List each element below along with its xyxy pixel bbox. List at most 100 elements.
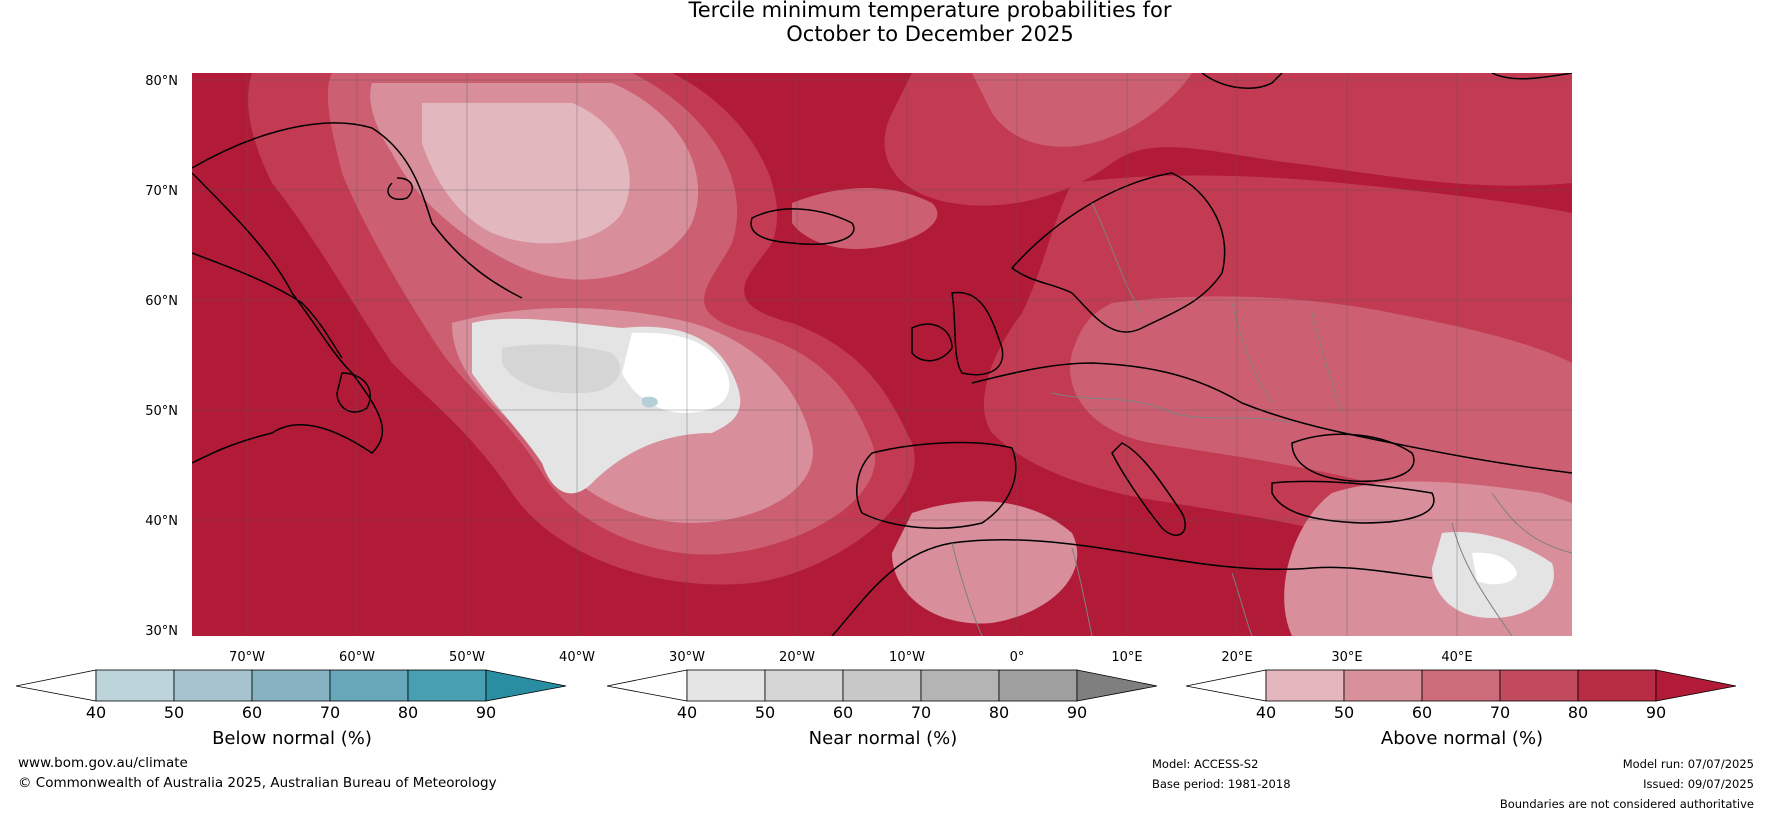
colorbar-above-bin-50 (1343, 669, 1423, 702)
region-above-70-norwegian-sea (972, 73, 1192, 147)
turkey-coast (1271, 480, 1435, 524)
canada-coast (192, 172, 384, 464)
colorbar-near-bin-80 (998, 669, 1078, 702)
lon-label-50w: 50°W (449, 650, 485, 665)
lon-label-30e: 30°E (1331, 650, 1363, 665)
colorbar-below-bin-80 (407, 669, 487, 702)
colorbar-below-tick-90: 90 (475, 703, 497, 722)
greenland-west-coast (387, 177, 413, 200)
chart-title: Tercile minimum temperature probabilitie… (0, 0, 1770, 46)
colorbar-near-tick-50: 50 (754, 703, 776, 722)
lon-label-70w: 70°W (229, 650, 265, 665)
colorbar-above-tick-50: 50 (1333, 703, 1355, 722)
border-eastern-europe (1231, 302, 1343, 414)
black-sea-coast (1291, 433, 1415, 482)
region-below-normal-patch (642, 396, 658, 408)
greenland-coast (192, 122, 523, 299)
colorbar-near-bin-70 (920, 669, 1000, 702)
lat-label-40n: 40°N (145, 514, 178, 529)
footer-model-run: Model run: 07/07/2025 (1622, 757, 1754, 771)
colorbar-above-tick-60: 60 (1411, 703, 1433, 722)
colorbar-above-bin-60 (1421, 669, 1501, 702)
lon-label-10w: 10°W (889, 650, 925, 665)
lat-label-60n: 60°N (145, 294, 178, 309)
lat-label-30n: 30°N (145, 624, 178, 639)
colorbar-near-tick-40: 40 (676, 703, 698, 722)
svalbard-coast (1201, 73, 1283, 89)
colorbar-above-normal (1186, 669, 1737, 702)
europe-coast (971, 362, 1572, 474)
colorbar-above-arrow-left (1186, 669, 1267, 702)
colorbar-below-title: Below normal (%) (212, 728, 372, 749)
border-central-europe (1051, 392, 1293, 424)
lat-label-50n: 50°N (145, 404, 178, 419)
lon-label-40e: 40°E (1441, 650, 1473, 665)
colorbar-below-bin-50 (173, 669, 253, 702)
national-borders (951, 202, 1572, 636)
colorbar-near-bin-60 (842, 669, 922, 702)
region-near-normal-white-atlantic (622, 332, 730, 413)
colorbar-near-arrow-left (607, 669, 688, 702)
coastlines (192, 73, 1572, 636)
colorbar-below-arrow-right (485, 669, 567, 702)
colorbar-below-tick-70: 70 (319, 703, 341, 722)
footer-model: Model: ACCESS-S2 (1152, 757, 1259, 771)
colorbar-near-arrow-right (1076, 669, 1158, 702)
colorbar-below-bin-60 (251, 669, 331, 702)
great-britain-coast (951, 291, 1004, 376)
region-above-70-iceland (792, 188, 938, 249)
colorbar-near-tick-90: 90 (1066, 703, 1088, 722)
colorbar-below-tick-40: 40 (85, 703, 107, 722)
labrador-coast (192, 252, 343, 359)
north-africa-coast (831, 538, 1433, 636)
region-above-50-greenland (422, 103, 630, 244)
colorbar-above-tick-70: 70 (1489, 703, 1511, 722)
lat-label-70n: 70°N (145, 184, 178, 199)
region-white-middle-east (1472, 552, 1517, 585)
colorbar-near-bin-50 (764, 669, 844, 702)
lon-label-20e: 20°E (1221, 650, 1253, 665)
region-above-60-iberia (892, 501, 1078, 624)
lon-label-20w: 20°W (779, 650, 815, 665)
colorbar-below-bin-40 (95, 669, 175, 702)
colorbar-above-bin-80 (1577, 669, 1657, 702)
footer-website: www.bom.gov.au/climate (18, 755, 188, 771)
graticule (192, 73, 1572, 636)
title-line-2: October to December 2025 (786, 22, 1074, 46)
lon-label-40w: 40°W (559, 650, 595, 665)
footer-base-period: Base period: 1981-2018 (1152, 777, 1291, 791)
colorbar-near-normal (607, 669, 1158, 702)
probability-map (192, 73, 1572, 636)
lon-label-60w: 60°W (339, 650, 375, 665)
lon-label-30w: 30°W (669, 650, 705, 665)
colorbar-above-bin-70 (1499, 669, 1579, 702)
footer-copyright: © Commonwealth of Australia 2025, Austra… (18, 775, 497, 791)
colorbar-above-title: Above normal (%) (1380, 728, 1544, 749)
colorbar-above-arrow-right (1655, 669, 1737, 702)
ireland-coast (911, 323, 953, 362)
colorbar-above-tick-90: 90 (1645, 703, 1667, 722)
lon-label-10e: 10°E (1111, 650, 1143, 665)
colorbar-near-tick-80: 80 (988, 703, 1010, 722)
footer-disclaimer: Boundaries are not considered authoritat… (1499, 797, 1754, 811)
lat-label-80n: 80°N (145, 74, 178, 89)
iberia-coast (856, 441, 1017, 529)
colorbar-below-tick-80: 80 (397, 703, 419, 722)
region-above-70-europe (1070, 296, 1572, 516)
colorbar-near-tick-70: 70 (910, 703, 932, 722)
italy-coast (1111, 442, 1186, 536)
colorbar-below-bin-70 (329, 669, 409, 702)
novaya-zemlya-coast (1491, 73, 1572, 80)
border-scandinavia (1091, 202, 1143, 314)
scandinavia-coast (1010, 172, 1226, 333)
colorbar-near-title: Near normal (%) (808, 728, 958, 749)
colorbar-near-tick-60: 60 (832, 703, 854, 722)
border-middle-east (1451, 492, 1572, 636)
colorbar-below-normal (16, 669, 567, 702)
newfoundland-coast (336, 372, 371, 413)
title-line-1: Tercile minimum temperature probabilitie… (688, 0, 1172, 22)
colorbar-above-tick-40: 40 (1255, 703, 1277, 722)
footer-issued: Issued: 09/07/2025 (1643, 777, 1754, 791)
colorbar-below-arrow-left (16, 669, 97, 702)
colorbar-near-bin-40 (686, 669, 766, 702)
